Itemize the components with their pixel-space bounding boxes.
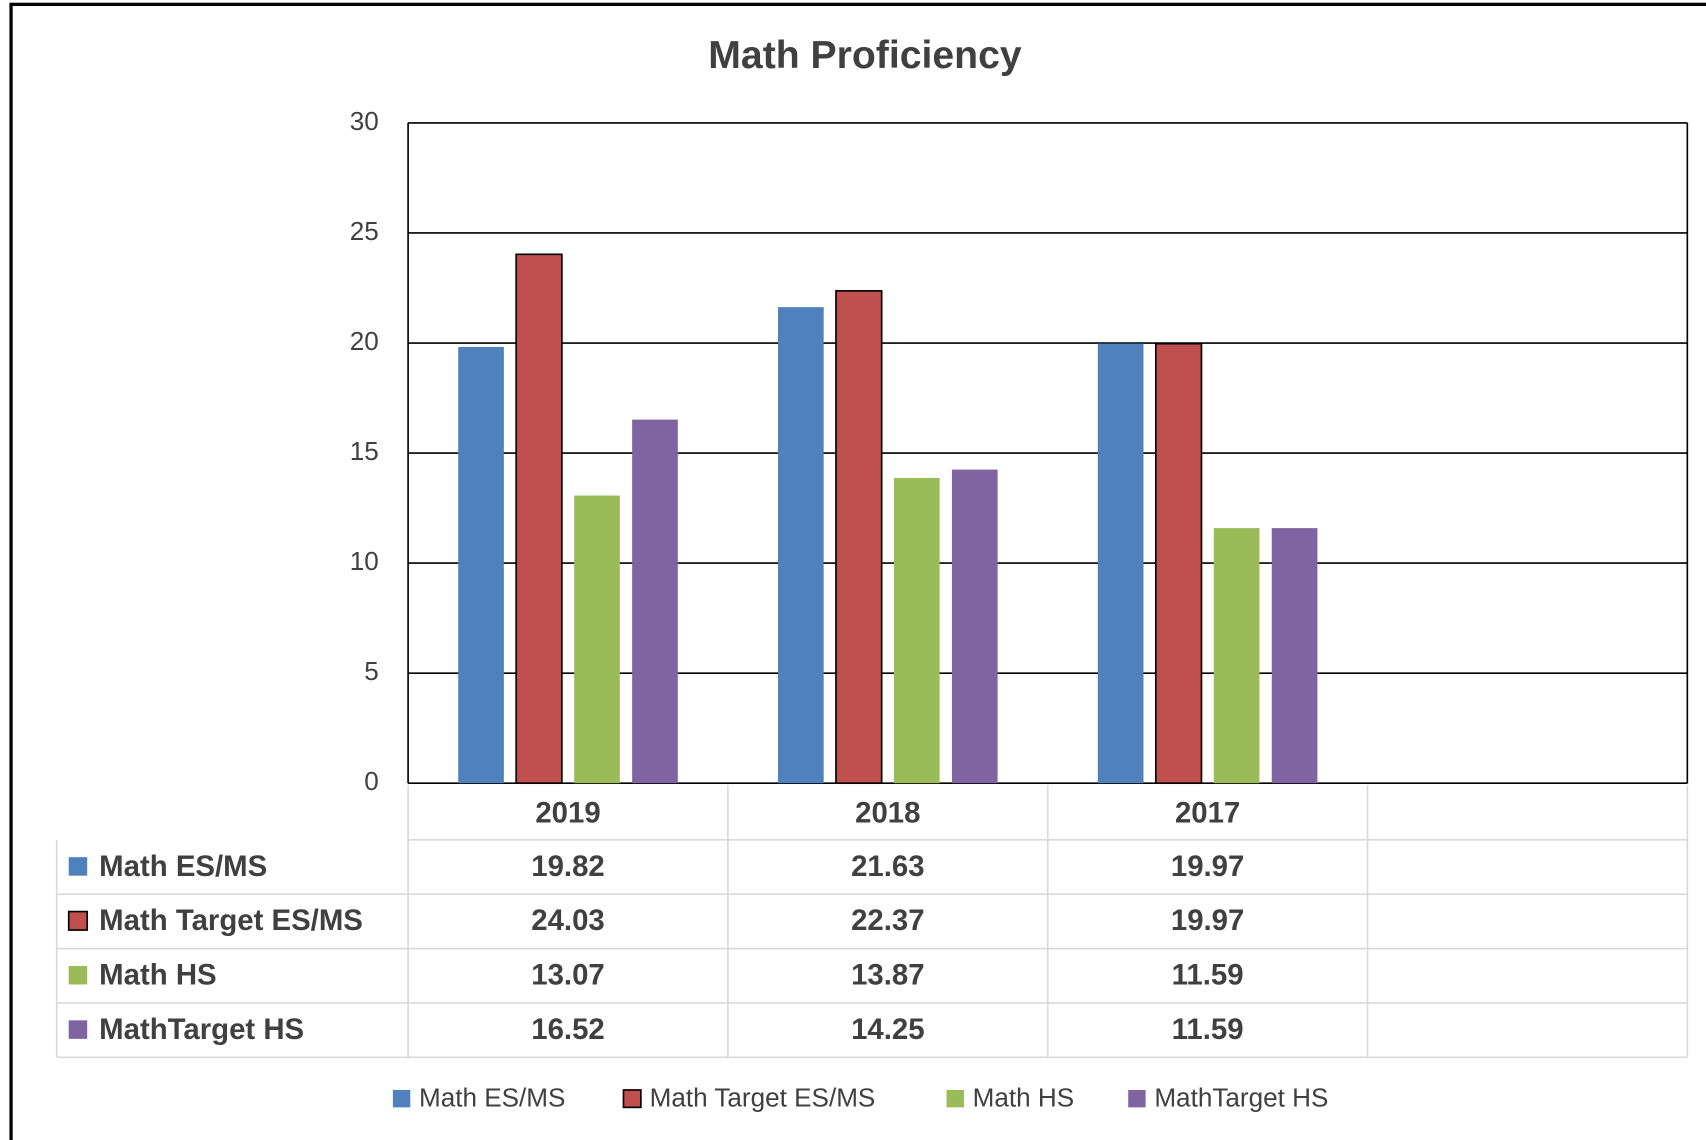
x-tick-label: 2019 bbox=[535, 797, 600, 830]
bar bbox=[777, 307, 824, 784]
legend-swatch bbox=[946, 1089, 964, 1108]
legend-label: Math Target ES/MS bbox=[650, 1083, 876, 1113]
bar bbox=[1271, 528, 1318, 784]
table-value: 22.37 bbox=[851, 904, 924, 937]
table-row-label: Math Target ES/MS bbox=[99, 904, 363, 937]
table-value: 24.03 bbox=[531, 904, 604, 937]
table-value: 11.59 bbox=[1172, 1013, 1244, 1046]
bar bbox=[893, 477, 940, 784]
bar bbox=[632, 419, 678, 784]
table-value: 14.25 bbox=[851, 1013, 924, 1046]
table-value: 21.63 bbox=[851, 850, 924, 883]
bar bbox=[515, 253, 563, 785]
bar bbox=[1097, 343, 1144, 784]
legend-swatch bbox=[1128, 1089, 1146, 1108]
bar bbox=[835, 290, 883, 785]
y-tick-label: 5 bbox=[364, 656, 379, 686]
y-tick-label: 0 bbox=[364, 766, 379, 796]
chart-frame bbox=[9, 2, 1706, 1140]
table-value: 19.97 bbox=[1171, 850, 1244, 883]
x-tick-label: 2018 bbox=[855, 797, 920, 830]
table-row-label: MathTarget HS bbox=[99, 1013, 304, 1046]
bar bbox=[574, 495, 620, 784]
table-value: 13.07 bbox=[531, 959, 604, 992]
bar bbox=[458, 346, 504, 784]
table-row-label: Math HS bbox=[99, 959, 216, 992]
y-tick-label: 10 bbox=[350, 546, 379, 576]
bar bbox=[1154, 342, 1203, 785]
table-value: 13.87 bbox=[851, 959, 924, 992]
table-row-label: Math ES/MS bbox=[99, 850, 267, 883]
legend-swatch bbox=[622, 1089, 642, 1109]
chart-title: Math Proficiency bbox=[708, 34, 1022, 77]
table-swatch bbox=[68, 965, 88, 985]
table-value: 19.97 bbox=[1171, 904, 1244, 937]
x-tick-label: 2017 bbox=[1175, 797, 1240, 830]
table-swatch bbox=[68, 1020, 88, 1039]
y-tick-label: 25 bbox=[350, 216, 379, 246]
y-tick-label: 30 bbox=[350, 106, 379, 136]
y-tick-label: 15 bbox=[350, 436, 379, 466]
table-value: 16.52 bbox=[531, 1013, 604, 1046]
table-value: 19.82 bbox=[531, 850, 604, 883]
table-swatch bbox=[67, 910, 89, 931]
legend-swatch bbox=[392, 1089, 411, 1108]
table-swatch bbox=[68, 857, 88, 876]
legend-label: Math ES/MS bbox=[419, 1083, 565, 1113]
legend-label: Math HS bbox=[973, 1083, 1075, 1113]
bar bbox=[951, 469, 998, 784]
bar bbox=[1213, 528, 1260, 784]
legend-label: MathTarget HS bbox=[1154, 1083, 1328, 1113]
table-value: 11.59 bbox=[1172, 959, 1244, 992]
y-tick-label: 20 bbox=[350, 326, 379, 356]
